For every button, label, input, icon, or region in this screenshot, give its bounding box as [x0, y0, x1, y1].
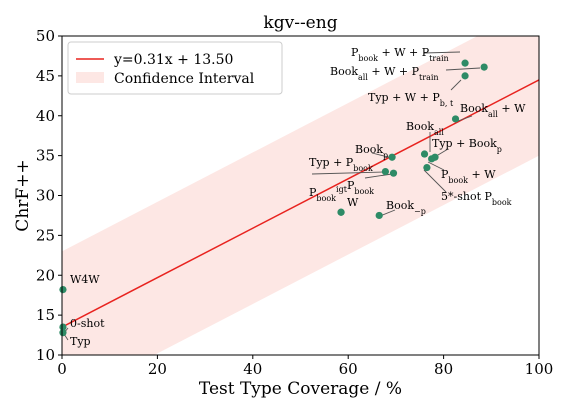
y-tick-label: 25	[36, 226, 55, 244]
point-label: Typ + Pbook	[309, 156, 373, 173]
point-leader-line	[311, 171, 385, 175]
point-label: Bookall + W	[460, 102, 526, 119]
point-label: Bookall + W + Ptrain	[330, 65, 439, 82]
data-point	[461, 59, 469, 67]
point-leader-line	[423, 51, 461, 54]
y-tick-label: 45	[36, 67, 55, 85]
y-tick-label: 50	[36, 27, 55, 45]
x-tick-label: 40	[243, 360, 262, 378]
point-label: Typ	[70, 335, 91, 348]
x-tick-label: 100	[525, 360, 554, 378]
data-point	[388, 153, 396, 161]
point-leader-line	[457, 115, 473, 122]
y-tick-label: 10	[36, 346, 55, 364]
chart-title: kgv--eng	[263, 13, 337, 33]
point-label: Pbook	[347, 179, 374, 196]
point-leader-line	[427, 161, 445, 171]
legend-ci-label: Confidence Interval	[114, 71, 255, 87]
point-label: Bookall	[406, 120, 444, 137]
point-label: W4W	[70, 273, 100, 286]
fit-line	[62, 79, 539, 328]
data-point	[420, 150, 429, 158]
legend-ci-swatch	[76, 72, 104, 83]
point-label: 5*-shot Pbook	[441, 190, 512, 207]
point-leader-line	[364, 173, 393, 179]
y-tick-label: 15	[36, 306, 55, 324]
data-point	[59, 323, 67, 331]
data-point	[480, 63, 488, 71]
x-tick-label: 80	[434, 360, 453, 378]
legend: y=0.31x + 13.50 Confidence Interval	[67, 41, 283, 95]
confidence-band	[62, 36, 539, 355]
point-label: Pbook + W + Ptrain	[351, 46, 449, 63]
point-label: Pbook + W	[441, 168, 496, 185]
data-point	[375, 211, 383, 220]
point-leader-line	[445, 67, 481, 71]
x-tick-label: 20	[148, 360, 167, 378]
data-point	[389, 169, 398, 177]
point-label: Typ + Bookp	[432, 137, 502, 154]
data-point	[451, 115, 460, 123]
data-point	[381, 167, 390, 176]
data-point	[59, 286, 67, 294]
y-tick-label: 20	[36, 266, 55, 284]
y-tick-label: 35	[36, 147, 55, 165]
data-point	[431, 153, 439, 161]
y-tick-label: 40	[36, 107, 55, 125]
x-axis-label: Test Type Coverage / %	[199, 379, 402, 399]
data-point	[461, 72, 469, 80]
point-label: Bookp	[355, 143, 388, 160]
y-tick-label: 30	[36, 187, 55, 205]
point-label: Typ + W + Pb, t	[368, 91, 454, 108]
point-leader-line	[450, 79, 462, 91]
point-leader-line	[423, 169, 447, 193]
data-point	[423, 163, 431, 172]
x-tick-label: 0	[57, 360, 67, 378]
legend-box	[67, 41, 283, 95]
point-label: W	[347, 196, 359, 209]
data-point	[337, 208, 345, 216]
point-label: Book−p	[386, 199, 426, 216]
point-label: 0-shot	[70, 317, 105, 330]
x-tick-label: 60	[339, 360, 358, 378]
data-point	[59, 329, 67, 337]
y-axis-label: ChrF++	[13, 159, 33, 231]
point-label: Pbookigt	[309, 185, 348, 203]
legend-fit-label: y=0.31x + 13.50	[113, 52, 233, 68]
